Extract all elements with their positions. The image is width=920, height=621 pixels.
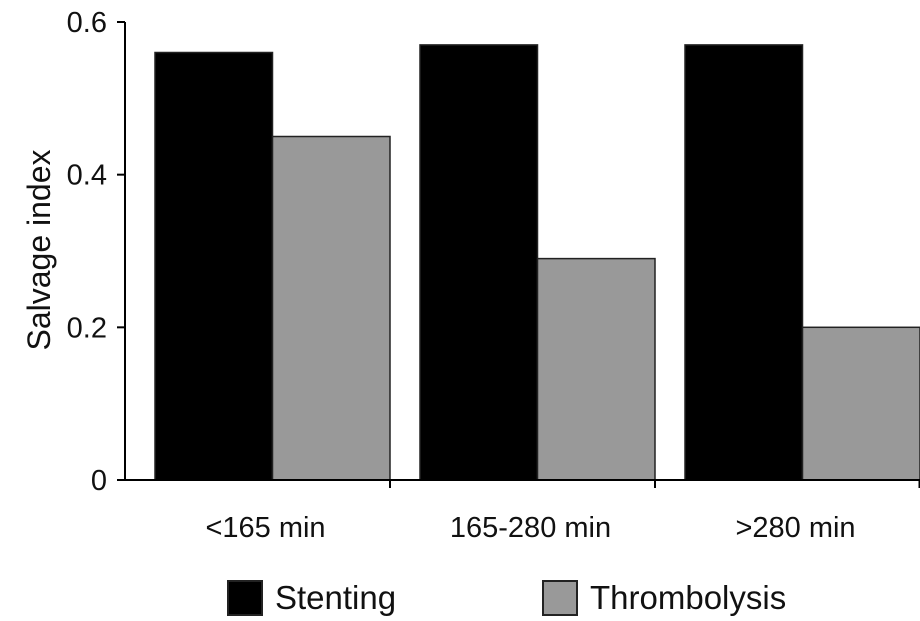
bar-stenting-2 [684, 44, 804, 481]
bar-stenting-1 [419, 44, 539, 481]
x-labels-group: <165 min 165-280 min >280 min [205, 512, 855, 544]
y-tick-label: 0.4 [67, 160, 107, 192]
x-tick-label: <165 min [205, 512, 325, 544]
y-tick-label: 0 [91, 465, 107, 497]
legend-swatch-thrombolysis [542, 580, 578, 616]
bar-thrombolysis-1 [536, 257, 656, 481]
x-ticks-group [389, 480, 920, 488]
bar-stenting-0 [154, 51, 274, 481]
bar-thrombolysis-0 [271, 135, 391, 481]
y-ticks-group: 0 0.2 0.4 0.6 [67, 7, 125, 497]
legend: Stenting Thrombolysis [227, 579, 786, 616]
bars-group [154, 44, 920, 481]
bar-thrombolysis-2 [801, 326, 920, 481]
y-tick-label: 0.2 [67, 312, 107, 344]
legend-swatch-stenting [227, 580, 263, 616]
y-tick-label: 0.6 [67, 7, 107, 39]
legend-label-thrombolysis: Thrombolysis [590, 579, 786, 616]
x-tick-label: 165-280 min [450, 512, 611, 544]
x-tick-label: >280 min [735, 512, 855, 544]
y-axis-label: Salvage index [21, 149, 57, 350]
legend-label-stenting: Stenting [275, 579, 396, 616]
